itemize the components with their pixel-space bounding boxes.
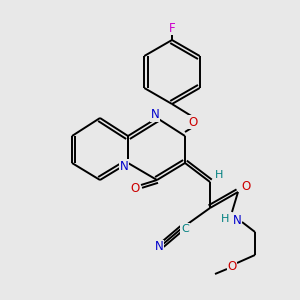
Text: O: O [188,116,198,128]
Text: O: O [130,182,140,194]
Text: F: F [169,22,175,34]
Text: N: N [154,241,164,254]
Text: O: O [242,181,250,194]
Text: N: N [232,214,242,226]
Text: H: H [221,214,229,224]
Text: N: N [151,109,159,122]
Text: H: H [215,170,223,180]
Text: O: O [227,260,237,274]
Text: N: N [120,160,128,172]
Text: C: C [181,224,189,234]
